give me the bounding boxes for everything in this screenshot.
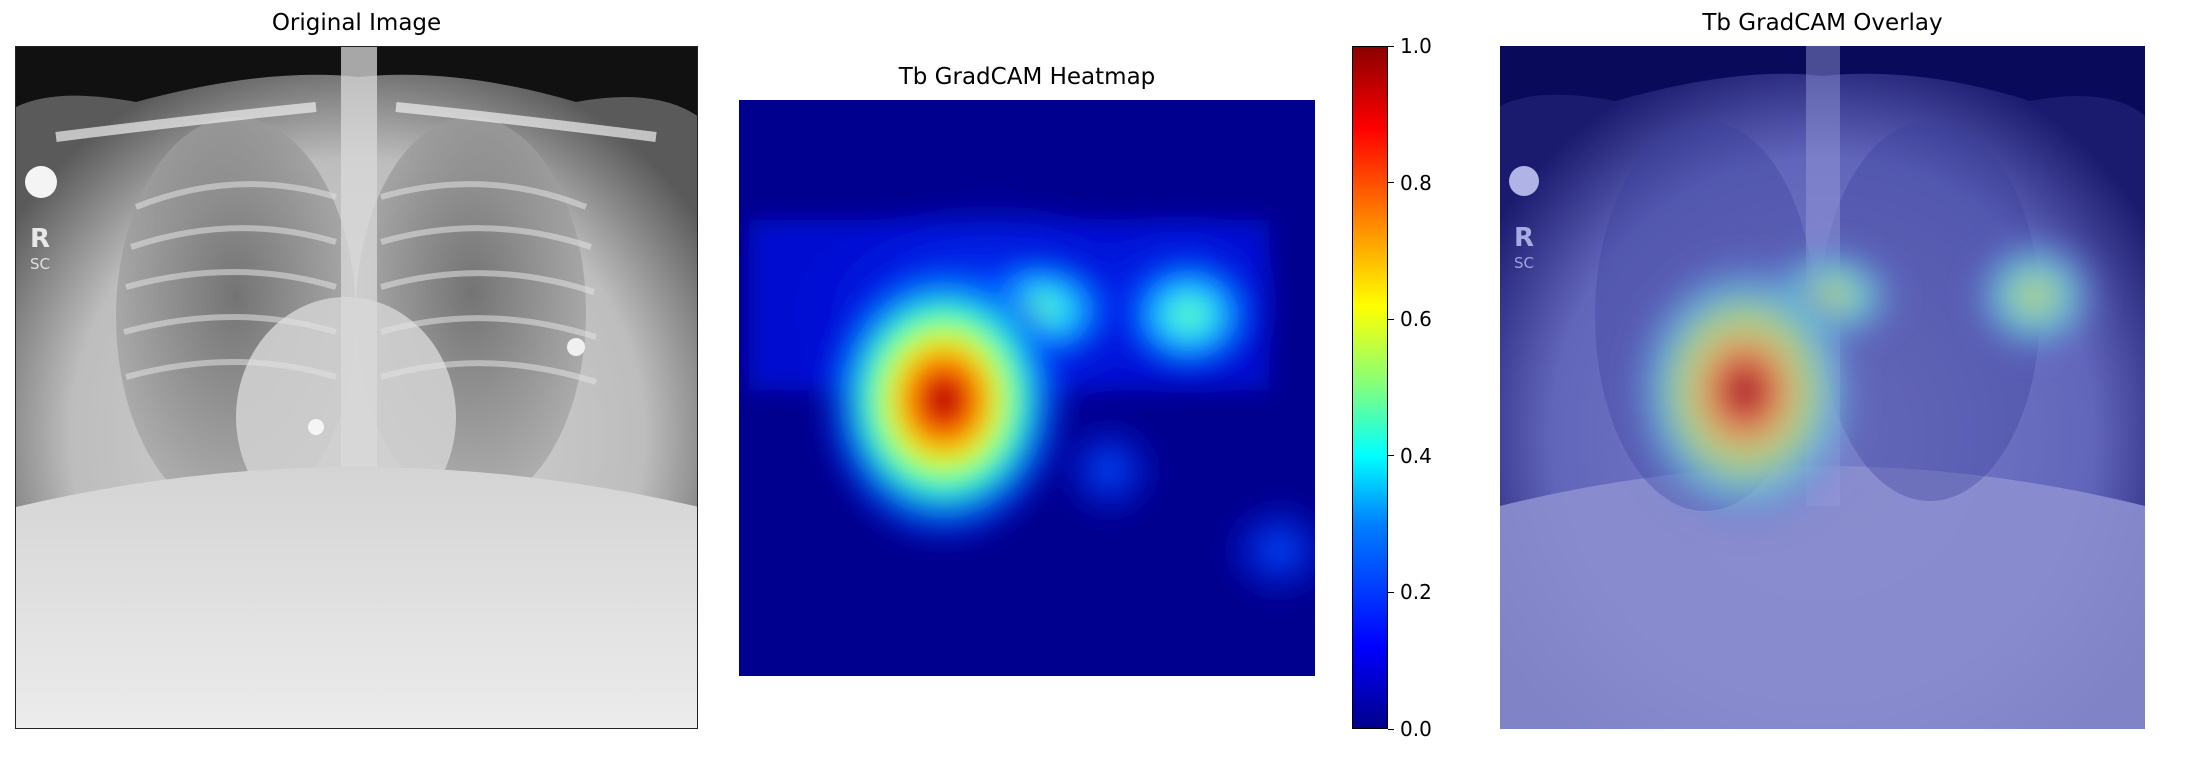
colorbar-tick-mark — [1388, 182, 1394, 184]
colorbar-tick-mark — [1388, 318, 1394, 320]
heatmap-title: Tb GradCAM Heatmap — [898, 64, 1156, 90]
colorbar-tick-mark — [1388, 455, 1394, 457]
svg-text:SC: SC — [30, 255, 50, 273]
colorbar-tick-label: 1.0 — [1400, 34, 1432, 58]
colorbar-tick-label: 0.6 — [1400, 307, 1432, 332]
original-image-title: Original Image — [271, 10, 442, 36]
svg-text:R: R — [30, 224, 50, 254]
colorbar-tick-mark — [1388, 728, 1394, 730]
colorbar-tick-label: 0.8 — [1400, 170, 1432, 195]
colorbar-tick-mark — [1388, 45, 1394, 47]
gradcam-overlay-image: R SC — [1500, 46, 2145, 729]
colorbar-tick-mark — [1388, 591, 1394, 593]
colorbar-tick-label: 0.0 — [1400, 717, 1432, 741]
svg-text:R: R — [1514, 223, 1534, 253]
svg-text:SC: SC — [1514, 254, 1534, 272]
overlay-title: Tb GradCAM Overlay — [1702, 10, 1943, 36]
original-xray-image: R SC — [15, 46, 698, 729]
colorbar-tick-label: 0.2 — [1400, 580, 1432, 605]
colorbar — [1352, 46, 1388, 729]
colorbar-tick-label: 0.4 — [1400, 443, 1432, 468]
gradcam-heatmap — [739, 100, 1315, 676]
